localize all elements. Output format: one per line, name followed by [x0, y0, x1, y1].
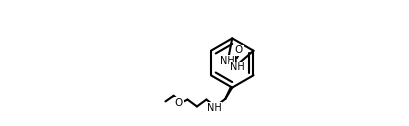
- Text: NH: NH: [230, 62, 245, 72]
- Text: O: O: [175, 98, 183, 108]
- Text: NH: NH: [220, 56, 234, 66]
- Text: O: O: [235, 45, 243, 55]
- Text: NH: NH: [207, 103, 222, 113]
